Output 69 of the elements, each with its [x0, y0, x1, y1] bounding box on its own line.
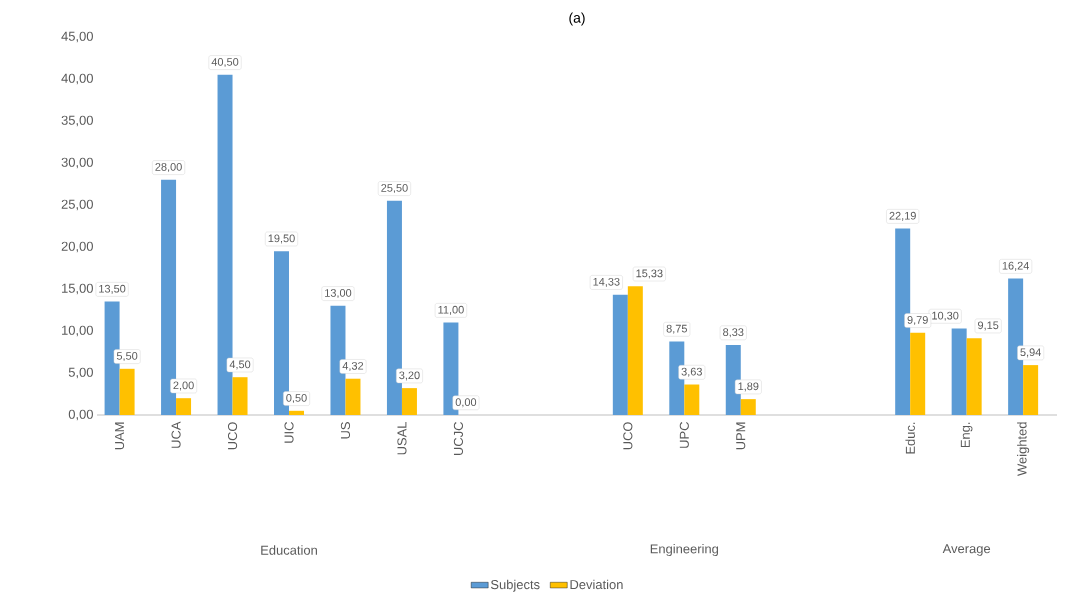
data-label: 11,00: [438, 305, 464, 315]
data-label: 9,15: [978, 321, 999, 331]
legend-label: Subjects: [490, 579, 540, 592]
data-label: 10,30: [932, 311, 959, 321]
data-label: 25,50: [381, 184, 408, 194]
data-label: 0,50: [286, 394, 307, 404]
data-label: 4,32: [342, 361, 364, 372]
x-tick-label: USAL: [397, 421, 407, 455]
data-label: 4,50: [229, 360, 251, 370]
bar: [176, 398, 192, 415]
data-label: 3,63: [681, 367, 702, 377]
data-label: 0,00: [455, 398, 477, 408]
bar: [910, 332, 926, 415]
bar: [289, 410, 304, 415]
y-tick-label: 40,00: [61, 73, 93, 85]
data-label: 28,00: [155, 163, 182, 173]
y-tick-label: 45,00: [61, 31, 93, 43]
data-label: 22,19: [889, 211, 916, 221]
bar: [232, 377, 248, 415]
data-label: 8,75: [666, 324, 687, 334]
data-label: 15,33: [636, 269, 663, 279]
data-label: 14,33: [593, 277, 620, 287]
bar: [612, 294, 628, 415]
x-tick-label: US: [340, 422, 351, 439]
y-tick-label: 20,00: [61, 241, 93, 253]
chart-title: (a): [569, 12, 585, 26]
y-tick-label: 25,00: [61, 199, 93, 211]
text: Average: [942, 544, 991, 556]
y-tick-label: 10,00: [62, 325, 93, 337]
bar: [1023, 365, 1039, 415]
data-label: 19,50: [268, 234, 295, 244]
y-tick-label: 0,00: [68, 409, 93, 421]
x-tick-label: UPM: [736, 422, 746, 450]
y-tick-label: 5,00: [68, 367, 93, 379]
bar: [401, 388, 417, 415]
legend-label: Deviation: [570, 579, 623, 590]
x-tick-label: UCA: [171, 421, 181, 448]
bar: [627, 286, 643, 415]
x-tick-label: UPC: [679, 422, 689, 448]
data-label: 1,89: [738, 382, 759, 392]
data-label: 40,50: [211, 58, 239, 68]
x-tick-label: Educ.: [905, 422, 915, 454]
bar: [740, 399, 756, 415]
data-label: 13,00: [325, 289, 352, 299]
x-tick-label: UAM: [115, 422, 125, 450]
x-tick-label: UCO: [623, 422, 633, 450]
y-tick-label: 15,00: [62, 283, 93, 295]
x-tick-label: UCJC: [453, 422, 463, 456]
data-label: 8,33: [723, 328, 744, 338]
x-tick-label: Weighted: [1017, 422, 1030, 476]
y-tick-label: 30,00: [61, 157, 93, 169]
data-label: 9,79: [907, 316, 928, 326]
data-label: 5,94: [1020, 348, 1041, 358]
data-label: 16,24: [1002, 261, 1030, 271]
bar: [951, 328, 967, 415]
data-label: 2,00: [173, 381, 194, 391]
bar: [345, 378, 361, 415]
data-label: 5,50: [116, 352, 138, 362]
text: Education: [261, 545, 317, 555]
x-tick-label: Eng.: [960, 422, 973, 448]
data-label: 3,20: [399, 371, 420, 381]
x-tick-label: UCO: [227, 422, 238, 450]
bar: [119, 368, 135, 415]
bar: [966, 338, 982, 415]
x-tick-label: UIC: [284, 422, 294, 443]
text: Engineering: [650, 543, 719, 557]
y-tick-label: 35,00: [61, 115, 93, 127]
bar: [684, 384, 700, 415]
data-label: 13,50: [99, 284, 126, 294]
